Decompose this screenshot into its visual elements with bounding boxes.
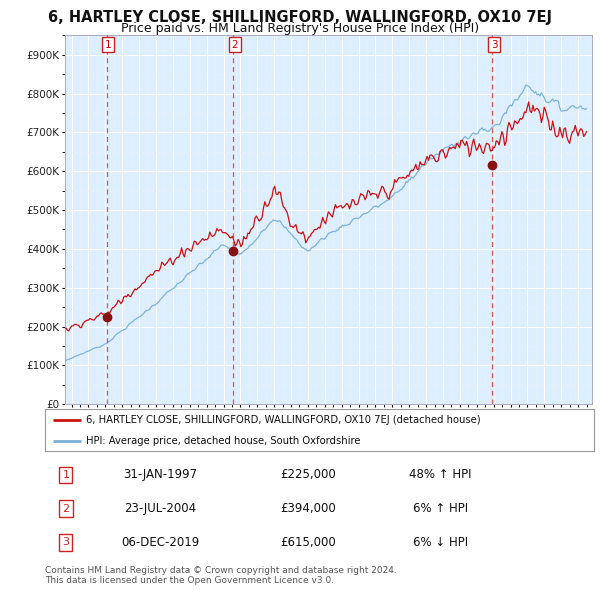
Text: Contains HM Land Registry data © Crown copyright and database right 2024.
This d: Contains HM Land Registry data © Crown c… (45, 566, 397, 585)
Text: 48% ↑ HPI: 48% ↑ HPI (409, 468, 472, 481)
Text: 6, HARTLEY CLOSE, SHILLINGFORD, WALLINGFORD, OX10 7EJ (detached house): 6, HARTLEY CLOSE, SHILLINGFORD, WALLINGF… (86, 415, 481, 425)
Text: Price paid vs. HM Land Registry's House Price Index (HPI): Price paid vs. HM Land Registry's House … (121, 22, 479, 35)
Text: 3: 3 (491, 40, 497, 50)
Text: £394,000: £394,000 (281, 502, 337, 515)
Text: 1: 1 (62, 470, 70, 480)
Text: 06-DEC-2019: 06-DEC-2019 (121, 536, 199, 549)
Text: 31-JAN-1997: 31-JAN-1997 (123, 468, 197, 481)
Text: 6, HARTLEY CLOSE, SHILLINGFORD, WALLINGFORD, OX10 7EJ: 6, HARTLEY CLOSE, SHILLINGFORD, WALLINGF… (48, 10, 552, 25)
Text: 2: 2 (232, 40, 238, 50)
Text: 2: 2 (62, 504, 70, 513)
Text: 3: 3 (62, 537, 70, 548)
Text: 6% ↓ HPI: 6% ↓ HPI (413, 536, 468, 549)
Text: 23-JUL-2004: 23-JUL-2004 (124, 502, 196, 515)
Text: 6% ↑ HPI: 6% ↑ HPI (413, 502, 468, 515)
Text: 1: 1 (105, 40, 112, 50)
Text: HPI: Average price, detached house, South Oxfordshire: HPI: Average price, detached house, Sout… (86, 436, 361, 446)
Text: £225,000: £225,000 (281, 468, 337, 481)
Text: £615,000: £615,000 (281, 536, 337, 549)
